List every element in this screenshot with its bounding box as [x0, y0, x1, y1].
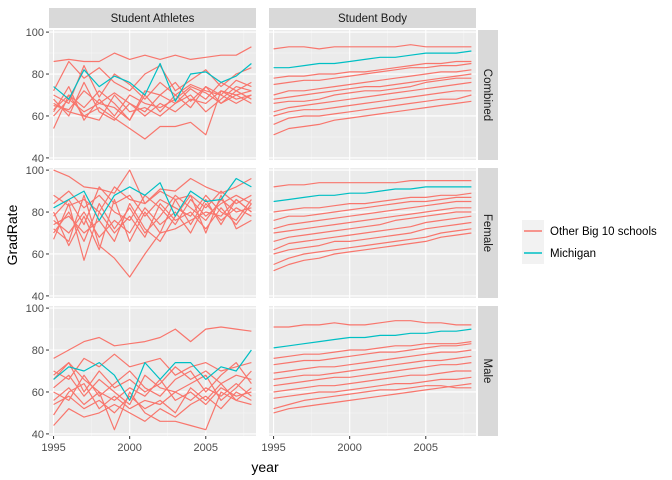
y-tick-label: 100 [26, 303, 44, 315]
series-line-michigan [53, 62, 252, 102]
series-line-other-big10 [273, 232, 472, 272]
series-line-other-big10 [273, 341, 472, 359]
series-line-other-big10 [53, 391, 252, 426]
series-line-other-big10 [273, 221, 472, 255]
x-axis-label: year [251, 459, 279, 475]
series-line-other-big10 [273, 215, 472, 251]
series-line-other-big10 [273, 90, 472, 117]
series-line-other-big10 [53, 90, 252, 140]
series-line-other-big10 [273, 383, 472, 414]
series-line-other-big10 [53, 362, 252, 401]
y-tick-label: 100 [26, 165, 44, 177]
y-tick-label: 80 [32, 69, 44, 81]
row-strip-label: Female [481, 214, 493, 252]
series-line-other-big10 [273, 355, 472, 380]
x-tick-label: 1995 [41, 442, 65, 454]
x-tick-label: 2005 [194, 442, 218, 454]
series-line-other-big10 [53, 203, 252, 238]
col-strip-bg [49, 8, 256, 28]
series-line-other-big10 [53, 46, 252, 63]
series-line-other-big10 [273, 320, 472, 328]
col-strip-bg [269, 8, 476, 28]
series-line-other-big10 [273, 62, 472, 86]
y-tick-label: 40 [32, 429, 44, 441]
series-line-other-big10 [53, 203, 252, 261]
series-line-other-big10 [273, 180, 472, 188]
series-line-other-big10 [273, 81, 472, 113]
series-line-other-big10 [273, 200, 472, 230]
y-tick-label: 60 [32, 249, 44, 261]
legend: Other Big 10 schools Michigan [522, 220, 657, 264]
series-line-michigan [273, 328, 472, 349]
x-tick-label: 1995 [261, 442, 285, 454]
series-line-michigan [53, 349, 252, 401]
legend-label: Michigan [550, 248, 596, 260]
row-strip-bg [478, 30, 498, 160]
series-line-other-big10 [273, 192, 472, 213]
x-tick-label: 2000 [117, 442, 141, 454]
row-strip-bg [478, 306, 498, 436]
series-line-other-big10 [53, 60, 252, 92]
series-line-other-big10 [53, 186, 252, 226]
series-line-other-big10 [53, 383, 252, 416]
y-tick-label: 60 [32, 111, 44, 123]
x-tick-label: 2000 [337, 442, 361, 454]
series-line-other-big10 [273, 370, 472, 393]
col-strip-label: Student Body [338, 13, 407, 25]
series-line-other-big10 [53, 198, 252, 251]
series-line-other-big10 [273, 196, 472, 221]
series-line-other-big10 [53, 64, 252, 105]
y-tick-label: 80 [32, 345, 44, 357]
series-line-other-big10 [53, 370, 252, 406]
row-strip-label: Male [481, 359, 493, 384]
y-axis-label: GradRate [4, 204, 20, 265]
series-line-other-big10 [273, 349, 472, 374]
series-line-other-big10 [273, 100, 472, 136]
series-line-other-big10 [53, 186, 252, 213]
y-tick-label: 40 [32, 153, 44, 165]
series-line-other-big10 [273, 228, 472, 266]
series-line-other-big10 [53, 378, 252, 406]
series-line-other-big10 [273, 73, 472, 100]
series-line-other-big10 [273, 385, 472, 410]
series-line-michigan [53, 177, 252, 221]
series-line-other-big10 [53, 194, 252, 242]
legend-label: Other Big 10 schools [550, 226, 657, 238]
series-line-other-big10 [273, 77, 472, 104]
y-tick-label: 80 [32, 207, 44, 219]
series-line-other-big10 [53, 194, 252, 278]
series-line-other-big10 [273, 211, 472, 242]
x-tick-label: 2005 [414, 442, 438, 454]
row-strip-label: Combined [481, 69, 493, 121]
row-strip-bg [478, 168, 498, 298]
series-line-other-big10 [273, 60, 472, 79]
series-line-michigan [273, 186, 472, 203]
series-line-other-big10 [273, 94, 472, 125]
series-line-other-big10 [53, 326, 252, 359]
series-line-other-big10 [273, 362, 472, 387]
series-line-other-big10 [53, 81, 252, 121]
series-line-other-big10 [273, 69, 472, 96]
series-line-michigan [273, 50, 472, 69]
series-line-other-big10 [53, 383, 252, 414]
series-line-other-big10 [273, 343, 472, 366]
series-line-other-big10 [53, 362, 252, 431]
y-tick-label: 100 [26, 27, 44, 39]
y-tick-label: 40 [32, 291, 44, 303]
col-strip-label: Student Athletes [111, 13, 195, 25]
series-line-other-big10 [273, 44, 472, 50]
series-line-other-big10 [53, 169, 252, 205]
series-line-other-big10 [273, 376, 472, 399]
series-line-other-big10 [273, 207, 472, 234]
y-tick-label: 60 [32, 387, 44, 399]
series-line-other-big10 [53, 85, 252, 121]
